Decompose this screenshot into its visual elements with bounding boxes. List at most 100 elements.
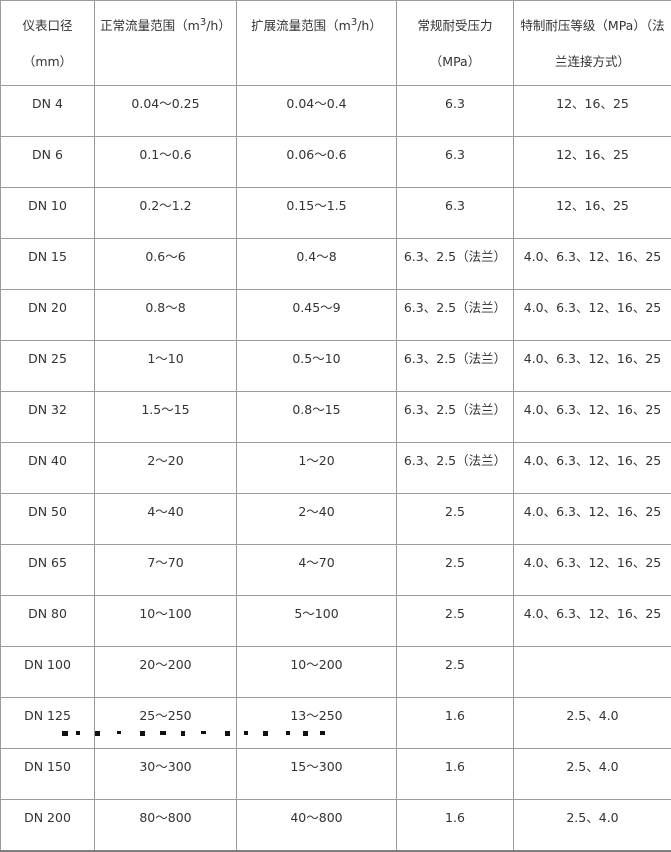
table-row: DN 125 25～250 13～250 1.6 2.5、4.0 bbox=[1, 698, 671, 749]
cell-standard-pressure: 6.3、2.5（法兰） bbox=[397, 341, 514, 392]
cell-extended-flow: 40～800 bbox=[237, 800, 397, 852]
cell-diameter: DN 4 bbox=[1, 86, 95, 137]
header-special-pressure: 特制耐压等级（MPa）（法兰连接方式） bbox=[514, 1, 671, 86]
cell-special-pressure bbox=[514, 647, 671, 698]
cell-extended-flow: 0.45～9 bbox=[237, 290, 397, 341]
header-special-pressure-label: 特制耐压等级（MPa）（法兰连接方式） bbox=[520, 18, 664, 69]
cell-diameter: DN 200 bbox=[1, 800, 95, 852]
table-row: DN 65 7～70 4～70 2.5 4.0、6.3、12、16、25 bbox=[1, 545, 671, 596]
cell-special-pressure: 12、16、25 bbox=[514, 137, 671, 188]
cell-extended-flow: 13～250 bbox=[237, 698, 397, 749]
table-row: DN 20 0.8～8 0.45～9 6.3、2.5（法兰） 4.0、6.3、1… bbox=[1, 290, 671, 341]
cell-standard-pressure: 1.6 bbox=[397, 800, 514, 852]
cell-extended-flow: 2～40 bbox=[237, 494, 397, 545]
cell-extended-flow: 0.5～10 bbox=[237, 341, 397, 392]
cell-normal-flow: 1.5～15 bbox=[95, 392, 237, 443]
cell-normal-flow: 7～70 bbox=[95, 545, 237, 596]
header-extended-flow-post: /h） bbox=[357, 18, 382, 33]
cell-diameter: DN 65 bbox=[1, 545, 95, 596]
cell-diameter: DN 40 bbox=[1, 443, 95, 494]
cell-standard-pressure: 6.3、2.5（法兰） bbox=[397, 239, 514, 290]
table-row: DN 15 0.6～6 0.4～8 6.3、2.5（法兰） 4.0、6.3、12… bbox=[1, 239, 671, 290]
cell-special-pressure: 2.5、4.0 bbox=[514, 800, 671, 852]
table-row: DN 6 0.1～0.6 0.06～0.6 6.3 12、16、25 bbox=[1, 137, 671, 188]
cell-diameter: DN 125 bbox=[1, 698, 95, 749]
cell-special-pressure: 12、16、25 bbox=[514, 86, 671, 137]
cell-standard-pressure: 6.3、2.5（法兰） bbox=[397, 290, 514, 341]
cell-diameter: DN 32 bbox=[1, 392, 95, 443]
cell-extended-flow: 15～300 bbox=[237, 749, 397, 800]
table-row: DN 200 80～800 40～800 1.6 2.5、4.0 bbox=[1, 800, 671, 852]
cell-normal-flow: 0.8～8 bbox=[95, 290, 237, 341]
cell-special-pressure: 4.0、6.3、12、16、25 bbox=[514, 239, 671, 290]
cell-standard-pressure: 1.6 bbox=[397, 698, 514, 749]
header-normal-flow-post: /h） bbox=[206, 18, 231, 33]
table-row: DN 50 4～40 2～40 2.5 4.0、6.3、12、16、25 bbox=[1, 494, 671, 545]
cell-standard-pressure: 6.3 bbox=[397, 137, 514, 188]
cell-special-pressure: 12、16、25 bbox=[514, 188, 671, 239]
cell-normal-flow: 2～20 bbox=[95, 443, 237, 494]
cell-normal-flow: 0.1～0.6 bbox=[95, 137, 237, 188]
cell-standard-pressure: 2.5 bbox=[397, 545, 514, 596]
cell-standard-pressure: 2.5 bbox=[397, 647, 514, 698]
cell-extended-flow: 0.15～1.5 bbox=[237, 188, 397, 239]
cell-standard-pressure: 1.6 bbox=[397, 749, 514, 800]
cell-extended-flow: 0.8～15 bbox=[237, 392, 397, 443]
cell-normal-flow: 0.6～6 bbox=[95, 239, 237, 290]
cell-diameter: DN 15 bbox=[1, 239, 95, 290]
cell-extended-flow: 0.4～8 bbox=[237, 239, 397, 290]
header-normal-flow-range: 正常流量范围（m3/h） bbox=[95, 1, 237, 86]
cell-extended-flow: 1～20 bbox=[237, 443, 397, 494]
header-standard-pressure: 常规耐受压力（MPa） bbox=[397, 1, 514, 86]
cell-diameter: DN 50 bbox=[1, 494, 95, 545]
header-extended-flow-range: 扩展流量范围（m3/h） bbox=[237, 1, 397, 86]
cell-normal-flow: 0.2～1.2 bbox=[95, 188, 237, 239]
header-row: 仪表口径（mm） 正常流量范围（m3/h） 扩展流量范围（m3/h） 常规耐受压… bbox=[1, 1, 671, 86]
cell-diameter: DN 10 bbox=[1, 188, 95, 239]
table-row: DN 80 10～100 5～100 2.5 4.0、6.3、12、16、25 bbox=[1, 596, 671, 647]
cell-standard-pressure: 6.3、2.5（法兰） bbox=[397, 443, 514, 494]
cell-diameter: DN 20 bbox=[1, 290, 95, 341]
cell-diameter: DN 25 bbox=[1, 341, 95, 392]
cell-normal-flow: 0.04～0.25 bbox=[95, 86, 237, 137]
cell-extended-flow: 4～70 bbox=[237, 545, 397, 596]
cell-diameter: DN 100 bbox=[1, 647, 95, 698]
cell-normal-flow: 20～200 bbox=[95, 647, 237, 698]
cell-special-pressure: 4.0、6.3、12、16、25 bbox=[514, 596, 671, 647]
header-meter-diameter-label: 仪表口径（mm） bbox=[22, 18, 72, 69]
cell-special-pressure: 2.5、4.0 bbox=[514, 698, 671, 749]
cell-extended-flow: 0.04～0.4 bbox=[237, 86, 397, 137]
cell-normal-flow: 25～250 bbox=[95, 698, 237, 749]
cell-special-pressure: 4.0、6.3、12、16、25 bbox=[514, 341, 671, 392]
cell-standard-pressure: 2.5 bbox=[397, 596, 514, 647]
table-row: DN 32 1.5～15 0.8～15 6.3、2.5（法兰） 4.0、6.3、… bbox=[1, 392, 671, 443]
cell-special-pressure: 4.0、6.3、12、16、25 bbox=[514, 494, 671, 545]
header-normal-flow-pre: 正常流量范围（m bbox=[100, 18, 200, 33]
clipped-text-fragments bbox=[0, 729, 671, 738]
header-extended-flow-pre: 扩展流量范围（m bbox=[251, 18, 351, 33]
cell-special-pressure: 4.0、6.3、12、16、25 bbox=[514, 290, 671, 341]
cell-extended-flow: 10～200 bbox=[237, 647, 397, 698]
cell-special-pressure: 4.0、6.3、12、16、25 bbox=[514, 545, 671, 596]
cell-standard-pressure: 2.5 bbox=[397, 494, 514, 545]
cell-standard-pressure: 6.3 bbox=[397, 86, 514, 137]
table-row: DN 25 1～10 0.5～10 6.3、2.5（法兰） 4.0、6.3、12… bbox=[1, 341, 671, 392]
cell-diameter: DN 150 bbox=[1, 749, 95, 800]
table-row: DN 4 0.04～0.25 0.04～0.4 6.3 12、16、25 bbox=[1, 86, 671, 137]
table-row: DN 40 2～20 1～20 6.3、2.5（法兰） 4.0、6.3、12、1… bbox=[1, 443, 671, 494]
cell-diameter: DN 80 bbox=[1, 596, 95, 647]
cell-normal-flow: 80～800 bbox=[95, 800, 237, 852]
cell-special-pressure: 4.0、6.3、12、16、25 bbox=[514, 392, 671, 443]
cell-extended-flow: 0.06～0.6 bbox=[237, 137, 397, 188]
cell-standard-pressure: 6.3、2.5（法兰） bbox=[397, 392, 514, 443]
table-row: DN 100 20～200 10～200 2.5 bbox=[1, 647, 671, 698]
cell-special-pressure: 4.0、6.3、12、16、25 bbox=[514, 443, 671, 494]
cell-diameter: DN 6 bbox=[1, 137, 95, 188]
cell-special-pressure: 2.5、4.0 bbox=[514, 749, 671, 800]
cell-normal-flow: 30～300 bbox=[95, 749, 237, 800]
cell-normal-flow: 10～100 bbox=[95, 596, 237, 647]
cell-normal-flow: 4～40 bbox=[95, 494, 237, 545]
cell-normal-flow: 1～10 bbox=[95, 341, 237, 392]
cell-standard-pressure: 6.3 bbox=[397, 188, 514, 239]
